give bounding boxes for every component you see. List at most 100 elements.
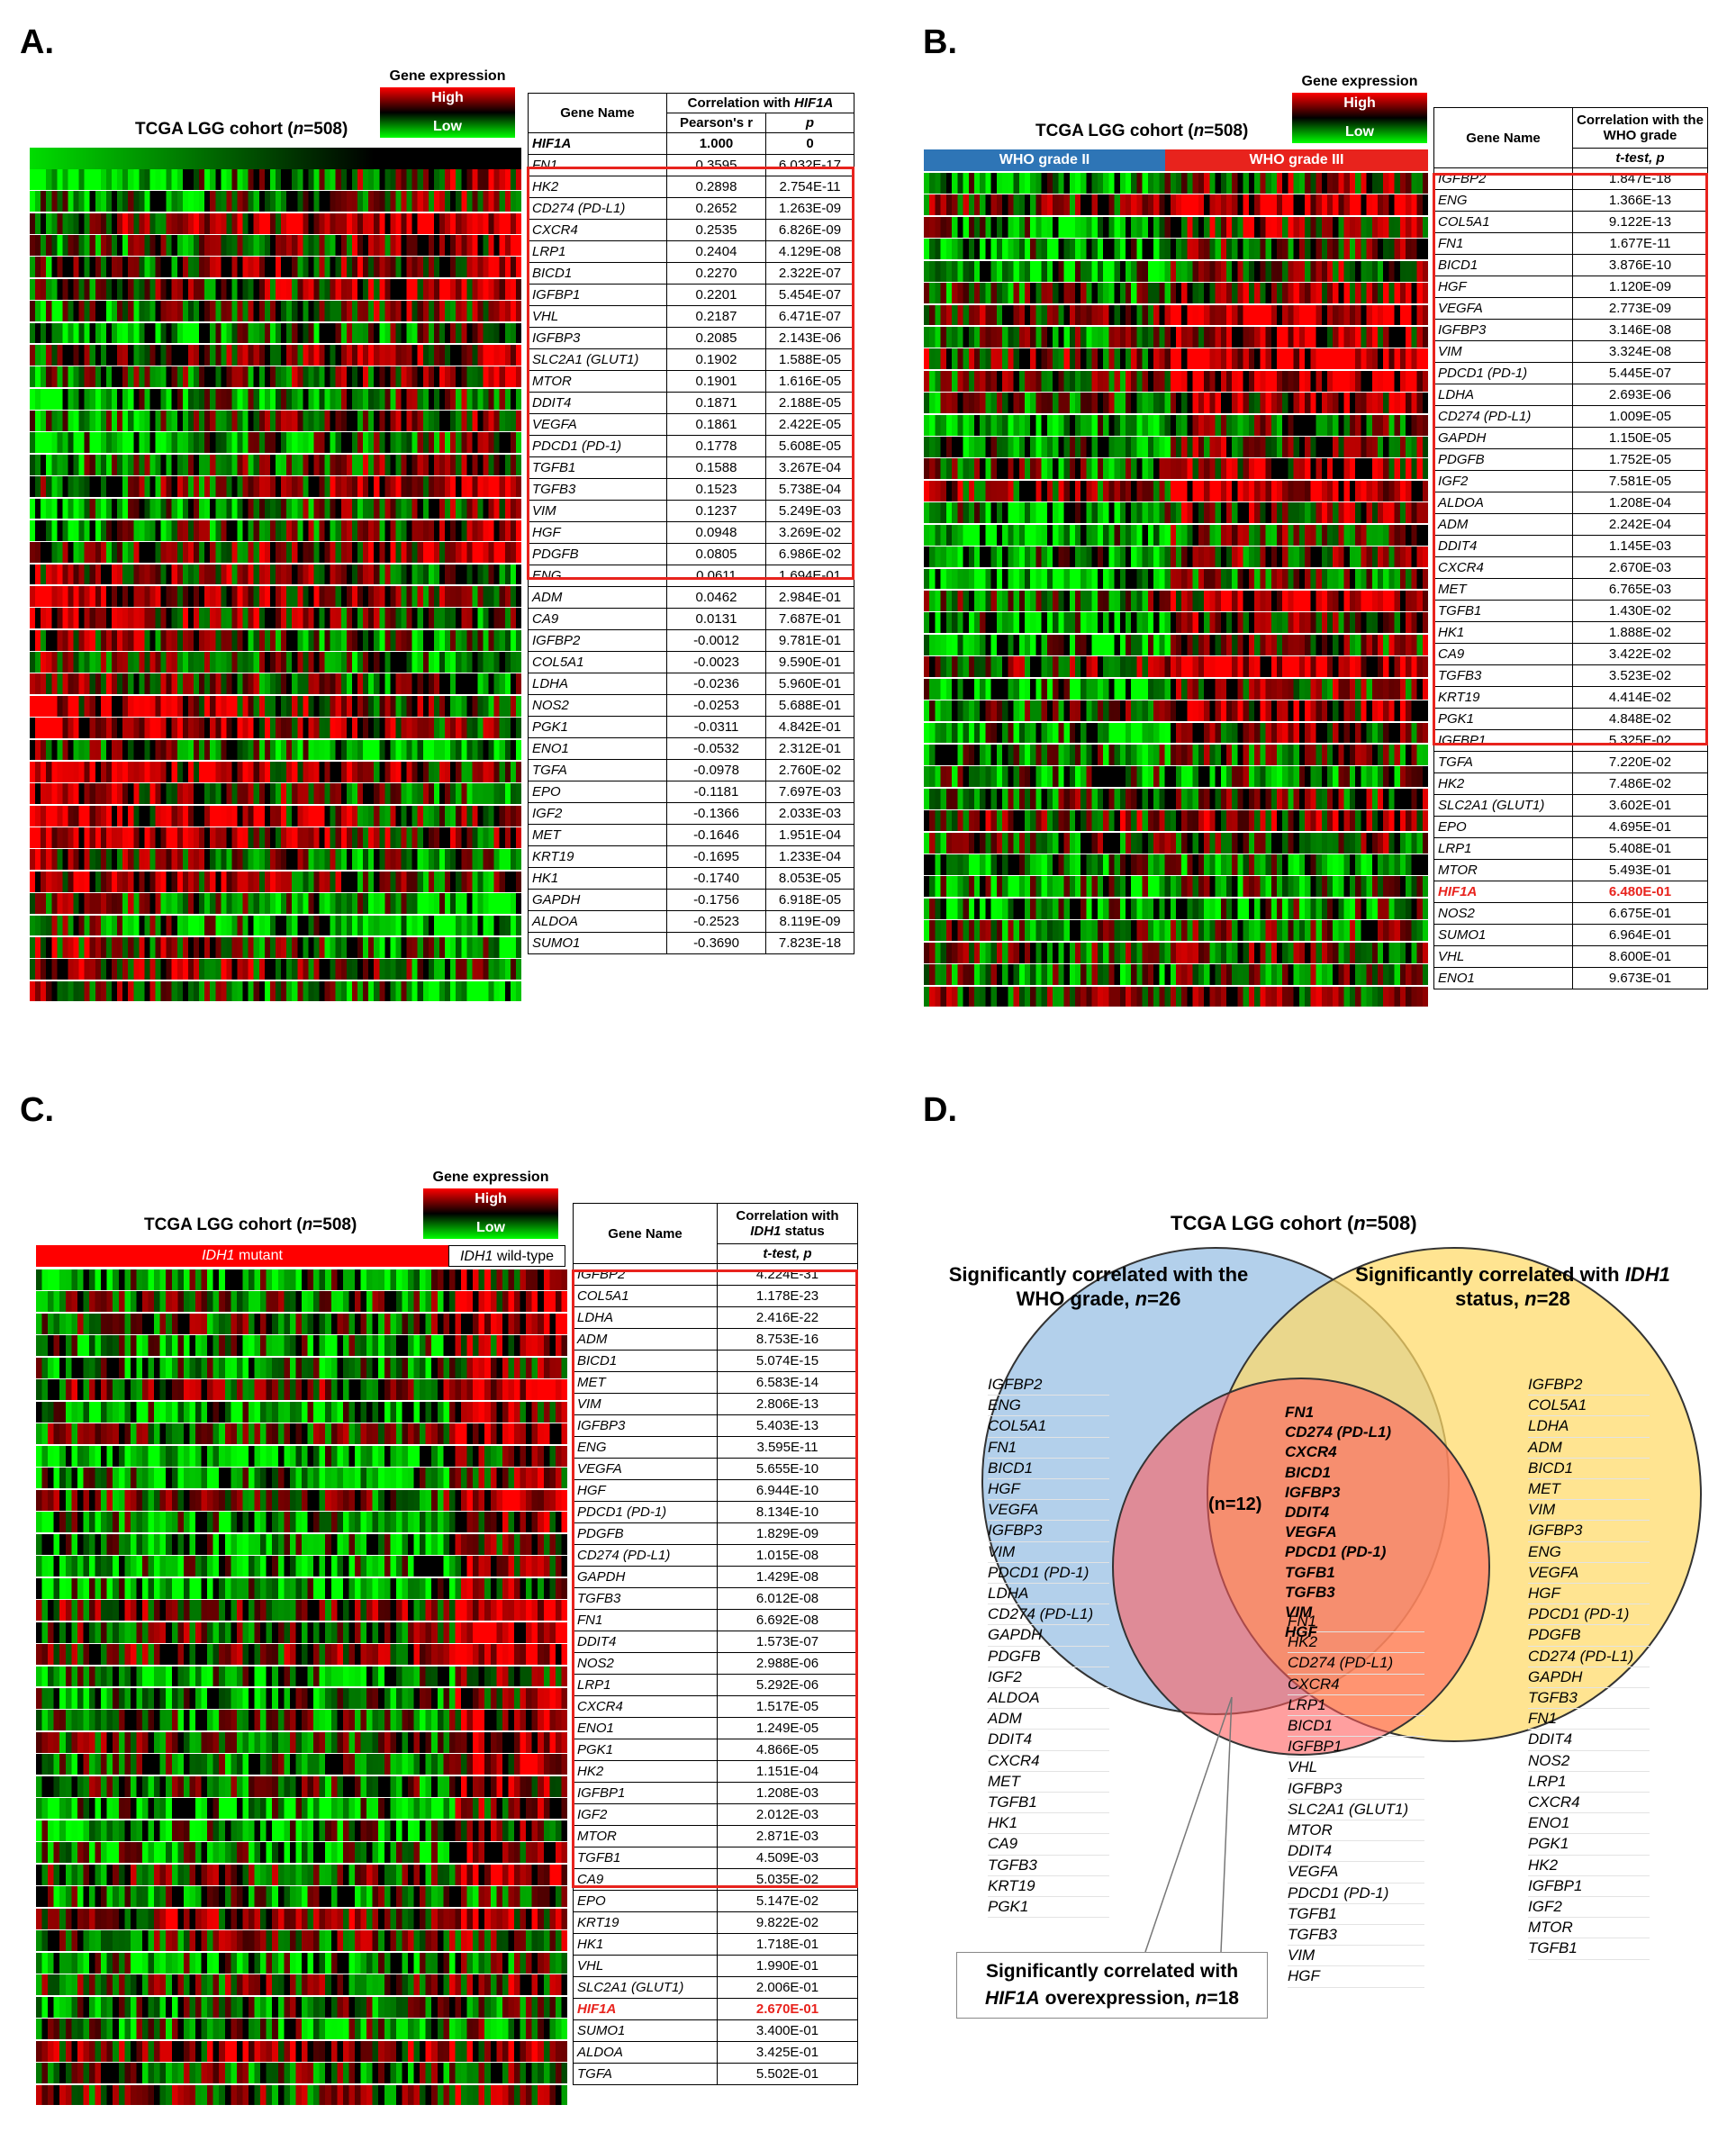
heatmap-row xyxy=(924,547,1428,568)
heatmap-row xyxy=(30,915,521,936)
list-item: BICD1 xyxy=(988,1459,1110,1480)
value-cell: 1.151E-04 xyxy=(717,1760,858,1783)
gene-name-cell: SUMO1 xyxy=(1433,924,1573,946)
value-cell: 7.581E-05 xyxy=(1572,470,1708,492)
table-b: Gene Name Correlation with the WHO grade… xyxy=(1433,107,1708,989)
value-cell: -0.0311 xyxy=(666,716,766,738)
table-row: TGFB3 3.523E-02 xyxy=(1433,664,1708,687)
value-cell: 8.600E-01 xyxy=(1572,945,1708,968)
value-cell: 7.687E-01 xyxy=(765,608,854,630)
heatmap-row xyxy=(30,629,521,651)
table-row: DDIT4 1.145E-03 xyxy=(1433,535,1708,557)
value-cell: 5.035E-02 xyxy=(717,1868,858,1891)
value-cell: 3.269E-02 xyxy=(765,521,854,544)
list-item: TGFB1 xyxy=(1285,1563,1335,1581)
heatmap-row xyxy=(36,1864,567,1885)
gene-name-cell: VHL xyxy=(528,305,667,328)
table-row: VIM 3.324E-08 xyxy=(1433,340,1708,363)
list-item: HK2 xyxy=(1528,1856,1650,1876)
heatmap-row xyxy=(36,1600,567,1622)
idh1-wildtype-label: IDH1 wild-type xyxy=(448,1245,565,1267)
gene-name-cell: SLC2A1 (GLUT1) xyxy=(1433,794,1573,817)
gene-name-cell: ADM xyxy=(528,586,667,609)
heatmap-row xyxy=(36,1379,567,1401)
gene-name-cell: LDHA xyxy=(1433,384,1573,406)
list-item: SLC2A1 (GLUT1) xyxy=(1288,1800,1425,1821)
value-cell: 0.1902 xyxy=(666,348,766,371)
table-row: ENO1 -0.0532 2.312E-01 xyxy=(528,737,854,760)
list-item: CXCR4 xyxy=(988,1751,1110,1772)
gene-name-cell: SUMO1 xyxy=(528,932,667,954)
heatmap-row xyxy=(30,432,521,454)
table-row: ENG 1.366E-13 xyxy=(1433,189,1708,212)
gene-name-cell: NOS2 xyxy=(1433,902,1573,925)
heatmap-row xyxy=(36,1754,567,1775)
heatmap-row xyxy=(924,634,1428,655)
list-item: HGF xyxy=(1528,1584,1650,1605)
value-cell: -0.1646 xyxy=(666,824,766,846)
value-cell: 2.312E-01 xyxy=(765,737,854,760)
list-item: FN1 xyxy=(1288,1612,1425,1633)
gene-name-cell: SLC2A1 (GLUT1) xyxy=(573,1976,718,1999)
value-cell: 2.760E-02 xyxy=(765,759,854,781)
value-cell: 2.806E-13 xyxy=(717,1393,858,1415)
gene-name-cell: ENO1 xyxy=(528,737,667,760)
heatmap-row xyxy=(924,700,1428,722)
value-cell: 5.454E-07 xyxy=(765,284,854,306)
heatmap-row xyxy=(36,1512,567,1533)
table-row: NOS2 2.988E-06 xyxy=(573,1652,858,1675)
list-item: LDHA xyxy=(1528,1416,1650,1438)
table-row: HK2 0.2898 2.754E-11 xyxy=(528,176,854,198)
gene-name-cell: ENO1 xyxy=(1433,967,1573,989)
heatmap-row xyxy=(36,1666,567,1687)
gene-name-cell: LRP1 xyxy=(1433,837,1573,860)
table-row: PDCD1 (PD-1) 8.134E-10 xyxy=(573,1501,858,1523)
table-row: KRT19 4.414E-02 xyxy=(1433,686,1708,709)
list-item: VEGFA xyxy=(988,1500,1110,1522)
table-row: BICD1 3.876E-10 xyxy=(1433,254,1708,276)
gene-name-cell: VEGFA xyxy=(528,413,667,436)
gene-name-cell: GAPDH xyxy=(1433,427,1573,449)
table-row: PGK1 4.848E-02 xyxy=(1433,708,1708,730)
table-row: TGFB1 0.1588 3.267E-04 xyxy=(528,456,854,479)
value-cell: 1.009E-05 xyxy=(1572,405,1708,428)
table-row: VEGFA 5.655E-10 xyxy=(573,1458,858,1480)
gene-name-cell: IGFBP3 xyxy=(528,327,667,349)
value-cell: 8.753E-16 xyxy=(717,1328,858,1351)
venn-circle-hif1a xyxy=(1112,1378,1490,1756)
col-gene-name: Gene Name xyxy=(528,93,667,133)
value-cell: 6.480E-01 xyxy=(1572,881,1708,903)
value-cell: 1.951E-04 xyxy=(765,824,854,846)
gene-name-cell: BICD1 xyxy=(1433,254,1573,276)
heatmap-row xyxy=(924,591,1428,611)
value-cell: 2.988E-06 xyxy=(717,1652,858,1675)
table-row: FN1 1.677E-11 xyxy=(1433,232,1708,255)
list-item: BICD1 xyxy=(1528,1459,1650,1480)
value-cell: 5.502E-01 xyxy=(717,2063,858,2085)
value-cell: 2.670E-01 xyxy=(717,1998,858,2020)
list-item: GAPDH xyxy=(1528,1667,1650,1689)
value-cell: -0.1740 xyxy=(666,867,766,890)
legend-title: Gene expression xyxy=(432,1170,549,1185)
table-row: VIM 0.1237 5.249E-03 xyxy=(528,500,854,522)
heatmap-row xyxy=(36,1930,567,1952)
value-cell: 1.430E-02 xyxy=(1572,600,1708,622)
table-row: ENG 0.0611 1.694E-01 xyxy=(528,565,854,587)
table-row: PGK1 -0.0311 4.842E-01 xyxy=(528,716,854,738)
value-cell: 1.233E-04 xyxy=(765,845,854,868)
value-cell: 4.129E-08 xyxy=(765,240,854,263)
gene-name-cell: ENG xyxy=(528,565,667,587)
table-row: NOS2 -0.0253 5.688E-01 xyxy=(528,694,854,717)
idh1-gene-list: IGFBP2 COL5A1 LDHA ADM BICD1 MET VIM IGFBP3 ENG V… xyxy=(1528,1375,1650,1960)
value-cell: -0.0978 xyxy=(666,759,766,781)
value-cell: 4.509E-03 xyxy=(717,1847,858,1869)
gene-name-cell: VEGFA xyxy=(573,1458,718,1480)
value-cell: 5.738E-04 xyxy=(765,478,854,501)
value-cell: -0.3690 xyxy=(666,932,766,954)
value-cell: 5.493E-01 xyxy=(1572,859,1708,881)
gene-name-cell: VIM xyxy=(573,1393,718,1415)
value-cell: 1.208E-03 xyxy=(717,1782,858,1804)
gene-name-cell: MET xyxy=(573,1371,718,1394)
table-row: HGF 0.0948 3.269E-02 xyxy=(528,521,854,544)
heatmap-row xyxy=(30,301,521,322)
